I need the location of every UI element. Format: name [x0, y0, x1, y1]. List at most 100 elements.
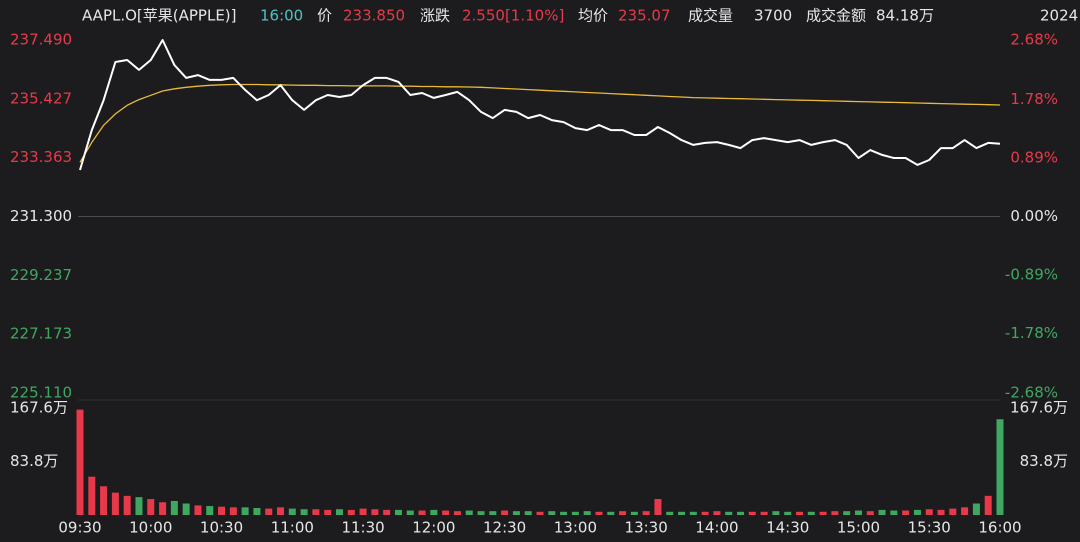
- volume-bar: [937, 509, 945, 515]
- x-tick-label: 15:00: [837, 519, 880, 537]
- volume-bar: [772, 511, 780, 515]
- x-tick-label: 13:30: [625, 519, 668, 537]
- volume-bar: [465, 510, 473, 515]
- header-item: 2.550[1.10%]: [462, 7, 564, 25]
- volume-bar: [689, 511, 697, 515]
- volume-bar: [241, 507, 249, 515]
- volume-bar: [218, 506, 226, 515]
- y2-tick-label: 1.78%: [1010, 90, 1058, 108]
- volume-bar: [159, 502, 167, 515]
- header-item: 均价: [578, 7, 608, 25]
- volume-bar: [902, 510, 910, 515]
- volume-bar: [654, 499, 662, 515]
- y-tick-label: 233.363: [10, 148, 72, 166]
- x-tick-label: 11:00: [271, 519, 314, 537]
- header-item: 16:00: [260, 7, 303, 25]
- y-tick-label: 229.237: [10, 266, 72, 284]
- x-tick-label: 16:00: [978, 519, 1021, 537]
- header-item: 3700: [754, 7, 792, 25]
- volume-bar: [206, 506, 214, 515]
- volume-bar: [548, 511, 556, 515]
- volume-bar: [737, 511, 745, 515]
- volume-bar: [76, 409, 84, 515]
- volume-tick-label: 83.8万: [1020, 452, 1068, 470]
- volume-bar: [430, 509, 438, 515]
- volume-bar: [335, 509, 343, 515]
- volume-bar: [300, 509, 308, 515]
- volume-bar: [371, 509, 379, 515]
- header-item: 84.18万: [876, 7, 934, 25]
- x-tick-label: 15:30: [908, 519, 951, 537]
- y2-tick-label: -2.68%: [1005, 384, 1058, 402]
- volume-bar: [229, 507, 237, 515]
- volume-bar: [760, 511, 768, 515]
- volume-bar: [406, 510, 414, 515]
- volume-bar: [819, 511, 827, 515]
- volume-bar: [996, 419, 1004, 515]
- volume-bar: [890, 510, 898, 515]
- x-tick-label: 11:30: [341, 519, 384, 537]
- volume-bar: [394, 509, 402, 515]
- volume-bar: [571, 511, 579, 515]
- x-tick-label: 12:00: [412, 519, 455, 537]
- volume-bar: [277, 507, 285, 515]
- volume-bar: [312, 509, 320, 515]
- volume-bar: [501, 510, 509, 515]
- x-tick-label: 10:30: [200, 519, 243, 537]
- price-line: [79, 39, 1001, 171]
- y2-tick-label: 2.68%: [1010, 31, 1058, 49]
- header-item: 成交量: [688, 7, 733, 25]
- average-line: [79, 83, 1001, 163]
- volume-bar: [418, 510, 426, 515]
- volume-bar: [607, 511, 615, 515]
- volume-bar: [949, 508, 957, 515]
- volume-bar: [854, 510, 862, 515]
- volume-bar: [489, 511, 497, 515]
- volume-tick-label: 167.6万: [1010, 399, 1068, 417]
- volume-bar: [536, 511, 544, 515]
- y2-tick-label: -1.78%: [1005, 324, 1058, 342]
- volume-bar: [630, 511, 638, 515]
- volume-bar: [524, 511, 532, 515]
- x-tick-label: 12:30: [483, 519, 526, 537]
- volume-bar: [843, 511, 851, 515]
- y2-tick-label: 0.89%: [1010, 148, 1058, 166]
- x-tick-label: 10:00: [129, 519, 172, 537]
- volume-bar: [170, 500, 178, 515]
- volume-bar: [583, 511, 591, 515]
- volume-bar: [866, 511, 874, 515]
- volume-bar: [288, 508, 296, 515]
- volume-bar: [453, 511, 461, 515]
- volume-bar: [324, 509, 332, 515]
- volume-bar: [784, 511, 792, 515]
- volume-bar: [878, 509, 886, 515]
- volume-bar: [194, 505, 202, 515]
- volume-bar: [807, 511, 815, 515]
- volume-bar: [984, 495, 992, 515]
- header-item: AAPL.O[苹果(APPLE)]: [82, 7, 237, 25]
- x-tick-label: 14:30: [766, 519, 809, 537]
- volume-bar: [595, 511, 603, 515]
- x-tick-label: 13:00: [554, 519, 597, 537]
- volume-bar: [913, 509, 921, 515]
- y-tick-label: 235.427: [10, 89, 72, 107]
- volume-bar: [135, 497, 143, 515]
- volume-bar: [253, 507, 261, 515]
- header-item: 成交金额: [806, 7, 866, 25]
- volume-bar: [961, 507, 969, 515]
- volume-bar: [123, 495, 131, 515]
- volume-bar: [619, 511, 627, 515]
- volume-bar: [701, 511, 709, 515]
- volume-bar: [795, 511, 803, 515]
- y2-tick-label: -0.89%: [1005, 266, 1058, 284]
- volume-bar: [725, 511, 733, 515]
- volume-bar: [147, 499, 155, 515]
- volume-bar: [678, 511, 686, 515]
- volume-bar: [359, 508, 367, 515]
- volume-bar: [666, 511, 674, 515]
- volume-tick-label: 167.6万: [10, 399, 68, 417]
- header-item: 涨跌: [420, 7, 450, 25]
- volume-bar: [383, 509, 391, 515]
- volume-bar: [713, 511, 721, 515]
